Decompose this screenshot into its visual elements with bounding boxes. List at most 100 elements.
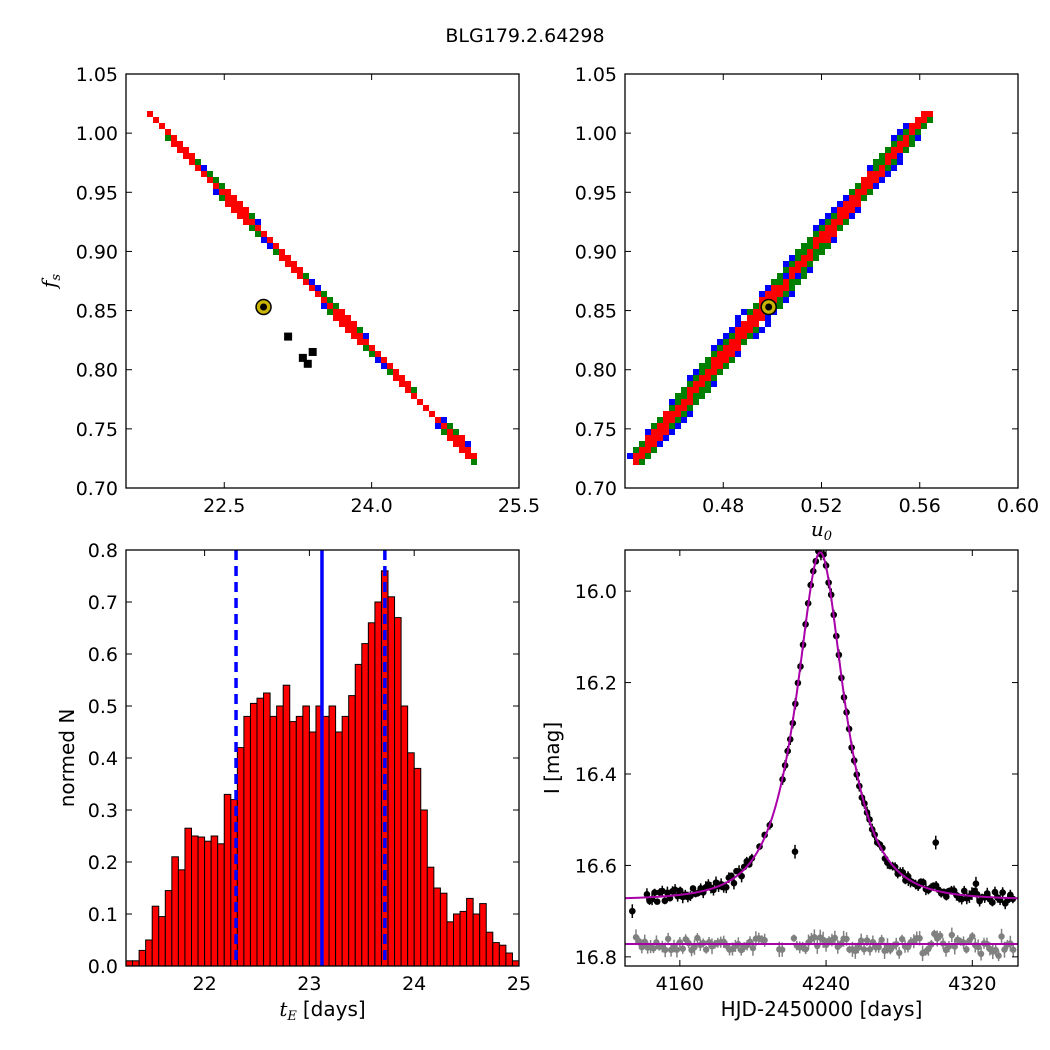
contour-cell [705, 357, 711, 363]
contour-cell [363, 339, 369, 345]
contour-cell [831, 207, 837, 213]
residual-point [881, 947, 888, 954]
contour-cell [729, 345, 735, 351]
contour-cell [843, 207, 849, 213]
x-axis-label-subscript: E [286, 1009, 297, 1024]
contour-cells [147, 111, 477, 465]
contour-cell [723, 357, 729, 363]
x-axis-label-subscript: 0 [824, 529, 832, 544]
contour-cell [675, 399, 681, 405]
contour-cell [645, 441, 651, 447]
contour-cell [897, 159, 903, 165]
contour-cell [279, 249, 285, 255]
contour-cell [387, 363, 393, 369]
contour-cell [909, 123, 915, 129]
contour-cell [783, 267, 789, 273]
contour-cell [765, 285, 771, 291]
contour-cell [171, 141, 177, 147]
contour-cell [831, 213, 837, 219]
contour-cell [813, 225, 819, 231]
contour-cell [741, 333, 747, 339]
contour-cell [645, 429, 651, 435]
contour-cell [711, 357, 717, 363]
contour-peak-cell [284, 332, 293, 341]
contour-cell [423, 405, 429, 411]
contour-cell [747, 327, 753, 333]
axes-frame [624, 549, 1019, 967]
contour-cell [687, 387, 693, 393]
contour-cell [363, 333, 369, 339]
contour-cell [669, 399, 675, 405]
residual-point [857, 937, 865, 944]
contour-cell [225, 195, 231, 201]
contour-cell [903, 135, 909, 141]
contour-cell [693, 399, 699, 405]
contour-cell [855, 195, 861, 201]
contour-cell [699, 387, 705, 393]
histogram-bar [420, 809, 428, 967]
contour-cell [795, 255, 801, 261]
best-fit-center [260, 303, 268, 311]
residual-point [1001, 946, 1008, 953]
contour-cell [291, 261, 297, 267]
histogram-bar [256, 697, 265, 967]
contour-cell [219, 195, 225, 201]
histogram-bar [276, 705, 284, 967]
contour-cell [381, 357, 387, 363]
residual-point [664, 935, 672, 943]
contour-cell [657, 429, 663, 435]
contour-cell [855, 207, 861, 213]
residual-point [802, 946, 809, 953]
contour-cell [783, 297, 789, 303]
contour-cell [693, 393, 699, 399]
histogram-bar [223, 793, 232, 967]
histogram-bar [413, 767, 422, 967]
histogram-bar [439, 892, 448, 967]
contour-cell [657, 441, 663, 447]
contour-cell [675, 423, 681, 429]
contour-cell [237, 213, 243, 219]
contour-cell [729, 327, 735, 333]
contour-cell [867, 183, 873, 189]
contour-cell [687, 399, 693, 405]
data-point [651, 889, 658, 896]
contour-cell [231, 195, 237, 201]
contour-cell [441, 417, 447, 423]
contour-cell [681, 393, 687, 399]
contour-cell [699, 393, 705, 399]
contour-cell [453, 435, 459, 441]
residual-point [749, 944, 757, 952]
contour-cell [333, 315, 339, 321]
contour-cell [837, 219, 843, 225]
data-point [658, 887, 666, 895]
y-axis-label: normed N [55, 709, 79, 808]
contour-cell [453, 429, 459, 435]
x-axis-label: u0 [811, 517, 832, 544]
data-point [676, 887, 684, 894]
contour-cell [309, 285, 315, 291]
residual-point [992, 946, 999, 954]
contour-cell [339, 315, 345, 321]
contour-cell [897, 135, 903, 141]
contour-cell [225, 189, 231, 195]
contour-cell [693, 369, 699, 375]
panel-te-histogram: 22 23 24 25 0.0 0.1 0.2 0.3 0.4 0.5 0.6 0.7 0.8 tE [da… [55, 540, 531, 1024]
contour-cell [177, 141, 183, 147]
histogram-bar [394, 617, 402, 967]
contour-cell [165, 135, 171, 141]
contour-cell [303, 279, 309, 285]
residual-point [761, 937, 768, 944]
contour-cell [699, 381, 705, 387]
contour-cell [837, 213, 843, 219]
contour-cell [801, 243, 807, 249]
data-point [629, 907, 636, 915]
contour-cell [813, 243, 819, 249]
contour-cell [195, 159, 201, 165]
contour-cell [891, 141, 897, 147]
contour-cell [699, 363, 705, 369]
contour-cell [723, 363, 729, 369]
contour-cell [447, 423, 453, 429]
contour-cell [777, 279, 783, 285]
contour-cell [153, 117, 159, 123]
contour-cell [465, 453, 471, 459]
